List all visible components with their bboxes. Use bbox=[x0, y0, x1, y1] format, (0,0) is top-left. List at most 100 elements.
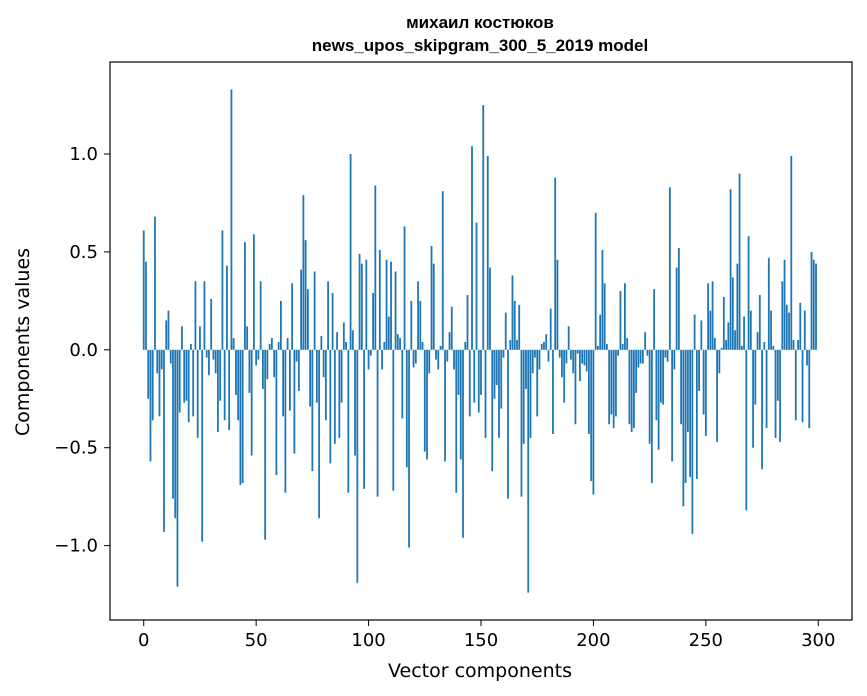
bar bbox=[239, 349, 242, 485]
bar bbox=[450, 306, 453, 350]
bar bbox=[738, 173, 741, 350]
bar bbox=[291, 283, 294, 350]
bar bbox=[165, 320, 168, 350]
bar bbox=[599, 314, 602, 350]
bar bbox=[531, 349, 534, 374]
bar bbox=[745, 349, 748, 511]
bar bbox=[212, 349, 215, 360]
bar bbox=[543, 341, 545, 350]
bar bbox=[473, 349, 476, 403]
x-tick-label: 0 bbox=[138, 630, 149, 651]
bar bbox=[277, 341, 280, 350]
bar bbox=[183, 349, 186, 403]
bar bbox=[318, 349, 321, 519]
bar bbox=[525, 349, 527, 389]
bar bbox=[309, 349, 312, 407]
bar bbox=[250, 349, 253, 456]
bar bbox=[718, 349, 721, 374]
bar bbox=[695, 349, 698, 480]
bar bbox=[482, 105, 485, 350]
bar bbox=[219, 349, 222, 401]
bar bbox=[675, 267, 678, 350]
bar bbox=[803, 310, 806, 350]
bar bbox=[570, 349, 572, 360]
bar bbox=[583, 349, 586, 366]
bar bbox=[208, 349, 210, 376]
y-tick-label: −0.5 bbox=[54, 438, 98, 459]
bar bbox=[468, 349, 471, 417]
bar bbox=[390, 261, 392, 350]
bar bbox=[145, 261, 147, 350]
bar bbox=[172, 349, 174, 499]
bar bbox=[747, 236, 750, 350]
bar bbox=[637, 349, 640, 368]
bar bbox=[311, 349, 314, 472]
bar bbox=[677, 248, 680, 350]
bar bbox=[513, 300, 516, 350]
bar bbox=[338, 349, 341, 438]
bar bbox=[668, 187, 671, 350]
bar bbox=[313, 271, 316, 350]
bar bbox=[700, 320, 703, 350]
bar bbox=[776, 349, 779, 401]
bar bbox=[471, 146, 473, 350]
bar bbox=[619, 291, 622, 350]
bar bbox=[588, 349, 590, 434]
bar bbox=[691, 349, 694, 534]
bar bbox=[655, 349, 658, 421]
bar bbox=[628, 349, 631, 425]
bar bbox=[448, 332, 451, 350]
bar bbox=[412, 349, 415, 368]
bar bbox=[223, 349, 226, 421]
bar bbox=[507, 349, 509, 499]
bar bbox=[785, 304, 788, 350]
bar bbox=[399, 338, 401, 350]
bar bbox=[749, 310, 752, 350]
bar bbox=[810, 251, 813, 350]
bar bbox=[235, 349, 237, 395]
bar bbox=[439, 345, 442, 350]
bar bbox=[459, 349, 462, 460]
bar bbox=[680, 349, 683, 425]
bar bbox=[592, 349, 595, 495]
bar bbox=[187, 349, 190, 423]
bar bbox=[731, 277, 734, 350]
bar bbox=[246, 326, 249, 350]
bar bbox=[815, 263, 817, 350]
bar bbox=[387, 316, 390, 350]
bar bbox=[547, 349, 550, 362]
bar bbox=[403, 226, 406, 350]
bar bbox=[480, 349, 482, 395]
bar bbox=[262, 349, 264, 389]
bar bbox=[255, 349, 258, 366]
bar bbox=[509, 340, 512, 350]
bar bbox=[354, 349, 356, 456]
bar bbox=[293, 349, 296, 454]
bar bbox=[511, 275, 514, 350]
bar bbox=[693, 314, 696, 350]
bar bbox=[590, 349, 593, 481]
bar bbox=[493, 349, 496, 399]
bar bbox=[151, 349, 154, 421]
chart-title-line1: михаил костюков bbox=[406, 13, 554, 32]
bar bbox=[217, 349, 219, 433]
bar bbox=[304, 240, 307, 350]
bar bbox=[270, 338, 273, 350]
bar bbox=[617, 349, 620, 356]
bar bbox=[500, 349, 503, 409]
bar bbox=[608, 349, 611, 425]
bar bbox=[221, 230, 224, 350]
bar bbox=[579, 349, 581, 382]
bar bbox=[205, 349, 208, 358]
bar bbox=[581, 349, 584, 364]
bar bbox=[176, 349, 179, 587]
bar bbox=[477, 349, 480, 413]
bar bbox=[585, 349, 588, 372]
bar bbox=[363, 349, 365, 489]
bar bbox=[253, 234, 255, 350]
bar bbox=[522, 349, 525, 444]
bar bbox=[545, 334, 548, 350]
bar bbox=[421, 341, 424, 350]
bar bbox=[565, 349, 568, 364]
